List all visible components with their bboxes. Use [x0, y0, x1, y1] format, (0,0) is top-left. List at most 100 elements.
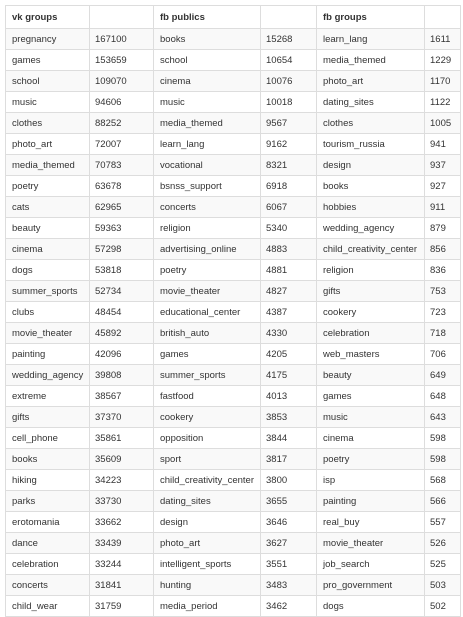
- vk-group-count: 31759: [89, 595, 154, 617]
- fb-public-count: 3627: [260, 532, 317, 554]
- table-row: painting 42096 games 4205 web_masters 706: [5, 343, 461, 365]
- table-row: beauty 59363 religion 5340 wedding_agency 879: [5, 217, 461, 239]
- vk-group-name: summer_sports: [5, 280, 90, 302]
- fb-public-count: 10018: [260, 91, 317, 113]
- vk-group-name: clothes: [5, 112, 90, 134]
- fb-group-name: media_themed: [316, 49, 425, 71]
- vk-group-name: poetry: [5, 175, 90, 197]
- fb-group-count: 503: [424, 574, 461, 596]
- fb-public-count: 8321: [260, 154, 317, 176]
- fb-group-name: hobbies: [316, 196, 425, 218]
- fb-group-name: movie_theater: [316, 532, 425, 554]
- fb-group-name: cookery: [316, 301, 425, 323]
- table-row: concerts 31841 hunting 3483 pro_government 50…: [5, 574, 461, 596]
- vk-group-name: celebration: [5, 553, 90, 575]
- fb-public-name: fastfood: [153, 385, 261, 407]
- vk-group-name: dogs: [5, 259, 90, 281]
- fb-group-count: 1611: [424, 28, 461, 50]
- vk-group-name: cell_phone: [5, 427, 90, 449]
- vk-group-name: erotomania: [5, 511, 90, 533]
- fb-public-name: photo_art: [153, 532, 261, 554]
- fb-group-name: dating_sites: [316, 91, 425, 113]
- table-row: hiking 34223 child_creativity_center 3800 is…: [5, 469, 461, 491]
- fb-public-name: poetry: [153, 259, 261, 281]
- vk-group-name: hiking: [5, 469, 90, 491]
- vk-group-count: 59363: [89, 217, 154, 239]
- vk-group-name: school: [5, 70, 90, 92]
- fb-group-count: 649: [424, 364, 461, 386]
- fb-group-count: 598: [424, 448, 461, 470]
- fb-public-count: 4881: [260, 259, 317, 281]
- fb-public-count: 3844: [260, 427, 317, 449]
- header-cell: fb publics: [153, 5, 261, 29]
- fb-group-count: 836: [424, 259, 461, 281]
- vk-group-name: clubs: [5, 301, 90, 323]
- fb-public-name: british_auto: [153, 322, 261, 344]
- fb-public-name: sport: [153, 448, 261, 470]
- fb-public-count: 3655: [260, 490, 317, 512]
- fb-public-name: dating_sites: [153, 490, 261, 512]
- vk-group-name: music: [5, 91, 90, 113]
- fb-public-count: 10654: [260, 49, 317, 71]
- fb-group-count: 598: [424, 427, 461, 449]
- table-row: pregnancy 167100 books 15268 learn_lang 1611: [5, 28, 461, 50]
- vk-group-count: 34223: [89, 469, 154, 491]
- fb-group-count: 1170: [424, 70, 461, 92]
- table-row: music 94606 music 10018 dating_sites 1122: [5, 91, 461, 113]
- fb-group-name: real_buy: [316, 511, 425, 533]
- table-row: child_wear 31759 media_period 3462 dogs 502: [5, 595, 461, 617]
- fb-group-count: 648: [424, 385, 461, 407]
- table-row: cats 62965 concerts 6067 hobbies 911: [5, 196, 461, 218]
- vk-group-count: 72007: [89, 133, 154, 155]
- fb-group-count: 1005: [424, 112, 461, 134]
- vk-group-count: 31841: [89, 574, 154, 596]
- vk-group-count: 63678: [89, 175, 154, 197]
- fb-public-count: 4013: [260, 385, 317, 407]
- fb-public-name: cookery: [153, 406, 261, 428]
- vk-group-name: cinema: [5, 238, 90, 260]
- fb-group-name: design: [316, 154, 425, 176]
- vk-group-name: wedding_agency: [5, 364, 90, 386]
- fb-group-name: religion: [316, 259, 425, 281]
- fb-group-name: cinema: [316, 427, 425, 449]
- fb-public-name: cinema: [153, 70, 261, 92]
- fb-public-count: 3646: [260, 511, 317, 533]
- table-row: clubs 48454 educational_center 4387 cookery 7…: [5, 301, 461, 323]
- fb-group-count: 643: [424, 406, 461, 428]
- fb-public-name: books: [153, 28, 261, 50]
- fb-group-count: 937: [424, 154, 461, 176]
- fb-group-name: web_masters: [316, 343, 425, 365]
- vk-group-name: cats: [5, 196, 90, 218]
- vk-group-count: 38567: [89, 385, 154, 407]
- fb-public-name: educational_center: [153, 301, 261, 323]
- table-row: gifts 37370 cookery 3853 music 643: [5, 406, 461, 428]
- vk-group-name: media_themed: [5, 154, 90, 176]
- fb-group-name: photo_art: [316, 70, 425, 92]
- header-cell: [424, 5, 461, 29]
- fb-public-name: concerts: [153, 196, 261, 218]
- fb-public-count: 3853: [260, 406, 317, 428]
- vk-group-count: 35861: [89, 427, 154, 449]
- fb-group-name: painting: [316, 490, 425, 512]
- vk-group-count: 33730: [89, 490, 154, 512]
- fb-group-name: wedding_agency: [316, 217, 425, 239]
- fb-group-count: 1122: [424, 91, 461, 113]
- fb-group-name: gifts: [316, 280, 425, 302]
- table-row: clothes 88252 media_themed 9567 clothes 1005: [5, 112, 461, 134]
- vk-group-name: concerts: [5, 574, 90, 596]
- fb-public-name: opposition: [153, 427, 261, 449]
- fb-public-name: learn_lang: [153, 133, 261, 155]
- table-row: celebration 33244 intelligent_sports 3551 jo…: [5, 553, 461, 575]
- header-cell: [89, 5, 154, 29]
- table-row: extreme 38567 fastfood 4013 games 648: [5, 385, 461, 407]
- vk-group-name: extreme: [5, 385, 90, 407]
- fb-public-count: 4827: [260, 280, 317, 302]
- fb-public-name: movie_theater: [153, 280, 261, 302]
- fb-public-count: 9567: [260, 112, 317, 134]
- vk-group-count: 153659: [89, 49, 154, 71]
- fb-group-count: 927: [424, 175, 461, 197]
- table-row: wedding_agency 39808 summer_sports 4175 beau…: [5, 364, 461, 386]
- header-cell: vk groups: [5, 5, 90, 29]
- vk-group-count: 37370: [89, 406, 154, 428]
